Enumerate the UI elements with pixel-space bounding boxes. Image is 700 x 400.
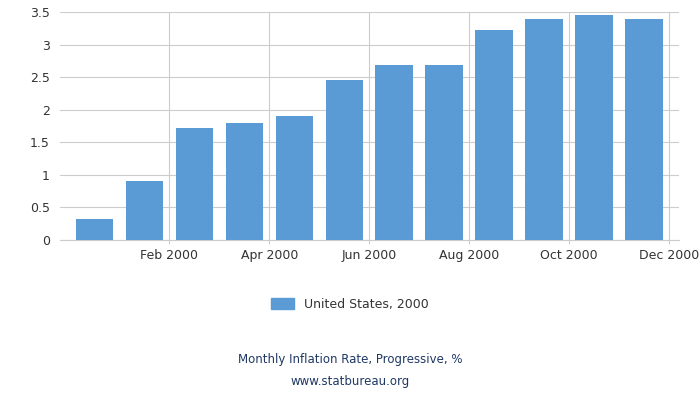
Bar [225,123,263,240]
Bar [276,116,313,240]
Bar [375,66,413,240]
Bar [526,18,563,240]
Bar [575,15,612,240]
Bar [326,80,363,240]
Text: Monthly Inflation Rate, Progressive, %: Monthly Inflation Rate, Progressive, % [238,354,462,366]
Bar [126,181,163,240]
Bar [426,66,463,240]
Legend: United States, 2000: United States, 2000 [267,293,433,316]
Bar [625,19,663,240]
Bar [176,128,213,240]
Text: www.statbureau.org: www.statbureau.org [290,376,410,388]
Bar [475,30,513,240]
Bar [76,219,113,240]
